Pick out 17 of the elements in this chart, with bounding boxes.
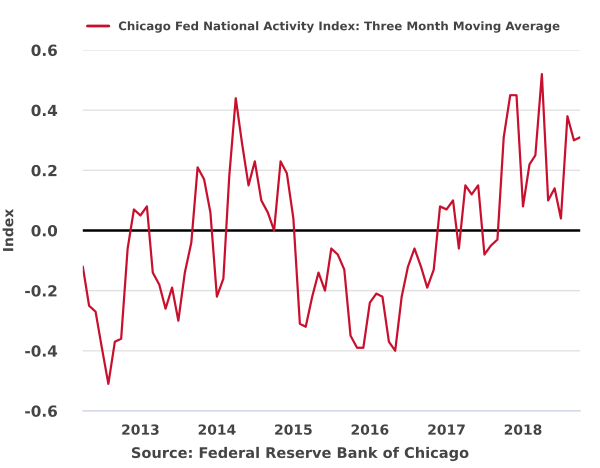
x-tick-label: 2016 <box>352 424 388 435</box>
y-tick-label: 0.4 <box>31 104 58 116</box>
x-tick-label: 2013 <box>122 424 159 435</box>
legend-label: Chicago Fed National Activity Index: Three Month Moving Average <box>118 21 560 33</box>
y-axis-title: Index <box>2 209 14 251</box>
line-series <box>82 73 580 385</box>
y-tick-label: 0.0 <box>31 224 58 237</box>
x-tick-label: 2017 <box>428 424 465 435</box>
y-tick-label: 0.2 <box>31 164 56 176</box>
x-tick-label: 2018 <box>504 424 542 435</box>
y-tick-label: -0.2 <box>25 285 56 297</box>
y-tick-label: -0.6 <box>25 405 57 417</box>
y-tick-label: -0.4 <box>25 345 58 357</box>
source-note: Source: Federal Reserve Bank of Chicago <box>132 446 468 462</box>
y-tick-label: 0.6 <box>31 44 57 56</box>
x-tick-label: 2014 <box>198 424 236 435</box>
x-tick-label: 2015 <box>275 424 312 435</box>
